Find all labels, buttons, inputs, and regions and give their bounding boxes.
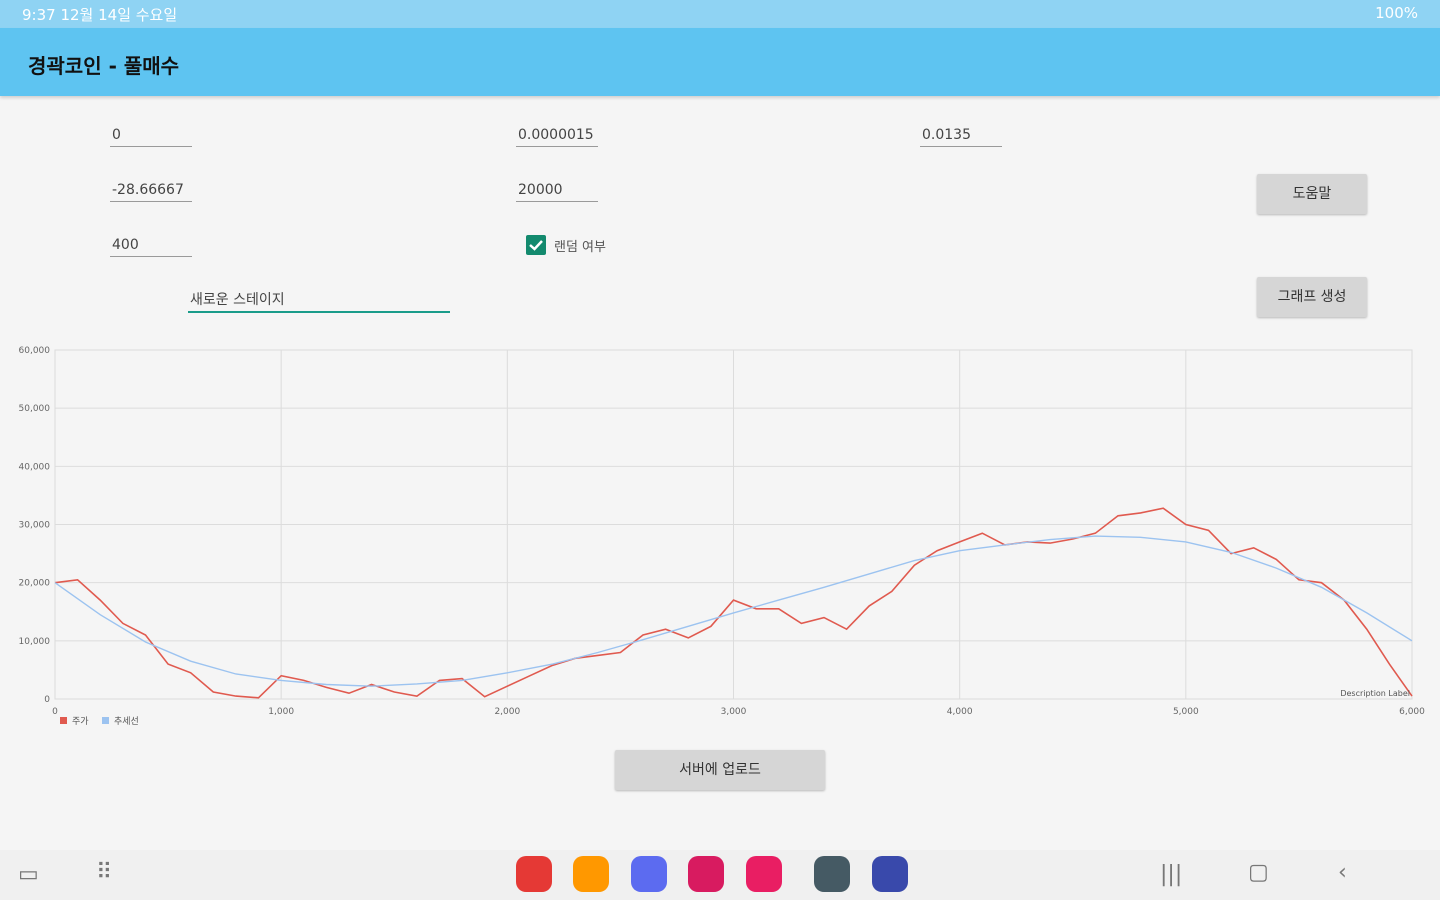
description-label: Description Label: [1340, 689, 1410, 698]
back-icon[interactable]: ‹: [1338, 860, 1347, 885]
random-checkbox-label: 랜덤 여부: [554, 240, 606, 255]
y-tick-label: 10,000: [19, 637, 51, 647]
x-tick-label: 2,000: [494, 707, 520, 717]
legend-swatch: [60, 717, 67, 724]
x-tick-label: 0: [52, 707, 58, 717]
price-chart: 0 1,000 2,000 3,000 4,000 5,000 6,000 0 10,000 20…: [19, 346, 1426, 727]
legend-label: 주가: [72, 716, 89, 727]
y-tick-label: 20,000: [19, 579, 51, 589]
app-title: 경곽코인 - 풀매수: [28, 54, 180, 78]
notes-app-icon[interactable]: [516, 856, 552, 892]
legend-swatch: [102, 717, 109, 724]
internet-app-icon[interactable]: [631, 856, 667, 892]
x-tick-label: 5,000: [1173, 707, 1199, 717]
y-tick-label: 50,000: [19, 404, 51, 414]
folder-app-icon[interactable]: [573, 856, 609, 892]
app-grid-icon[interactable]: ⠿: [96, 860, 113, 885]
settings-app-icon[interactable]: [814, 856, 850, 892]
flower-app-icon[interactable]: [688, 856, 724, 892]
y-tick-label: 60,000: [19, 346, 51, 356]
x-tick-label: 3,000: [721, 707, 747, 717]
legend-label: 추세선: [114, 716, 139, 727]
browser-app-icon[interactable]: [872, 856, 908, 892]
random-checkbox[interactable]: [526, 235, 546, 255]
status-bar-battery: 100%: [1375, 4, 1418, 22]
status-bar: 9:37 12월 14일 수요일 100%: [0, 0, 1440, 28]
stage-name-input[interactable]: 새로운 스테이지: [188, 289, 450, 313]
series-line-trend: [54, 535, 1413, 687]
param-input-4[interactable]: -28.66667: [110, 179, 192, 202]
screen-icon[interactable]: ▭: [18, 862, 39, 887]
y-tick-label: 0: [44, 695, 50, 705]
x-tick-label: 4,000: [947, 707, 973, 717]
check-icon: [529, 240, 543, 251]
status-bar-time: 9:37 12월 14일 수요일: [22, 6, 178, 24]
upload-button[interactable]: 서버에 업로드: [615, 750, 825, 790]
param-input-5[interactable]: 20000: [516, 179, 598, 202]
series-line-price: [54, 507, 1413, 699]
home-icon[interactable]: ▢: [1248, 860, 1269, 885]
y-tick-label: 40,000: [19, 462, 51, 472]
x-tick-label: 6,000: [1399, 707, 1425, 717]
x-tick-label: 1,000: [268, 707, 294, 717]
y-tick-label: 30,000: [19, 521, 51, 531]
camera-app-icon[interactable]: [746, 856, 782, 892]
generate-graph-button[interactable]: 그래프 생성: [1257, 277, 1367, 317]
recent-apps-icon[interactable]: |||: [1160, 862, 1183, 887]
app-bar: 경곽코인 - 풀매수: [0, 28, 1440, 96]
param-input-3[interactable]: 0.0135: [920, 124, 1002, 147]
param-input-2[interactable]: 0.0000015: [516, 124, 598, 147]
param-input-1[interactable]: 0: [110, 124, 192, 147]
help-button[interactable]: 도움말: [1257, 174, 1367, 214]
param-input-6[interactable]: 400: [110, 234, 192, 257]
